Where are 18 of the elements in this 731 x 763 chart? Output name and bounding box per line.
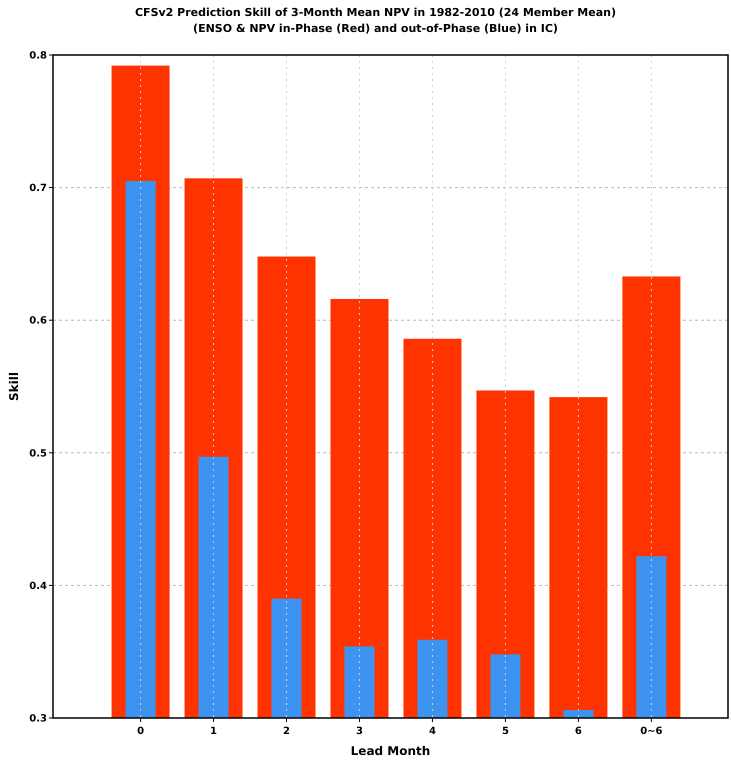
y-tick-label: 0.5 <box>29 448 48 460</box>
y-tick-label: 0.8 <box>29 50 48 62</box>
x-tick-label: 3 <box>356 726 363 737</box>
y-tick-label: 0.3 <box>29 714 48 724</box>
x-tick-label: 0~6 <box>640 726 663 737</box>
chart-title: CFSv2 Prediction Skill of 3-Month Mean NPV in 1982-2010 (24 Member Mean) <box>134 6 616 19</box>
x-tick-label: 1 <box>210 726 218 737</box>
x-tick-label: 0 <box>137 726 144 737</box>
y-tick-label: 0.6 <box>29 316 48 327</box>
x-tick-label: 6 <box>574 726 582 737</box>
chart-subtitle: (ENSO & NPV in-Phase (Red) and out-of-Phase (Blue) in IC) <box>193 22 558 35</box>
y-tick-label: 0.7 <box>29 183 48 194</box>
y-tick-label: 0.4 <box>29 580 48 592</box>
x-axis-title: Lead Month <box>350 744 430 758</box>
x-tick-label: 2 <box>283 726 290 737</box>
x-tick-label: 5 <box>502 726 509 737</box>
y-axis-title: Skill <box>7 372 21 401</box>
x-tick-label: 4 <box>428 726 436 737</box>
